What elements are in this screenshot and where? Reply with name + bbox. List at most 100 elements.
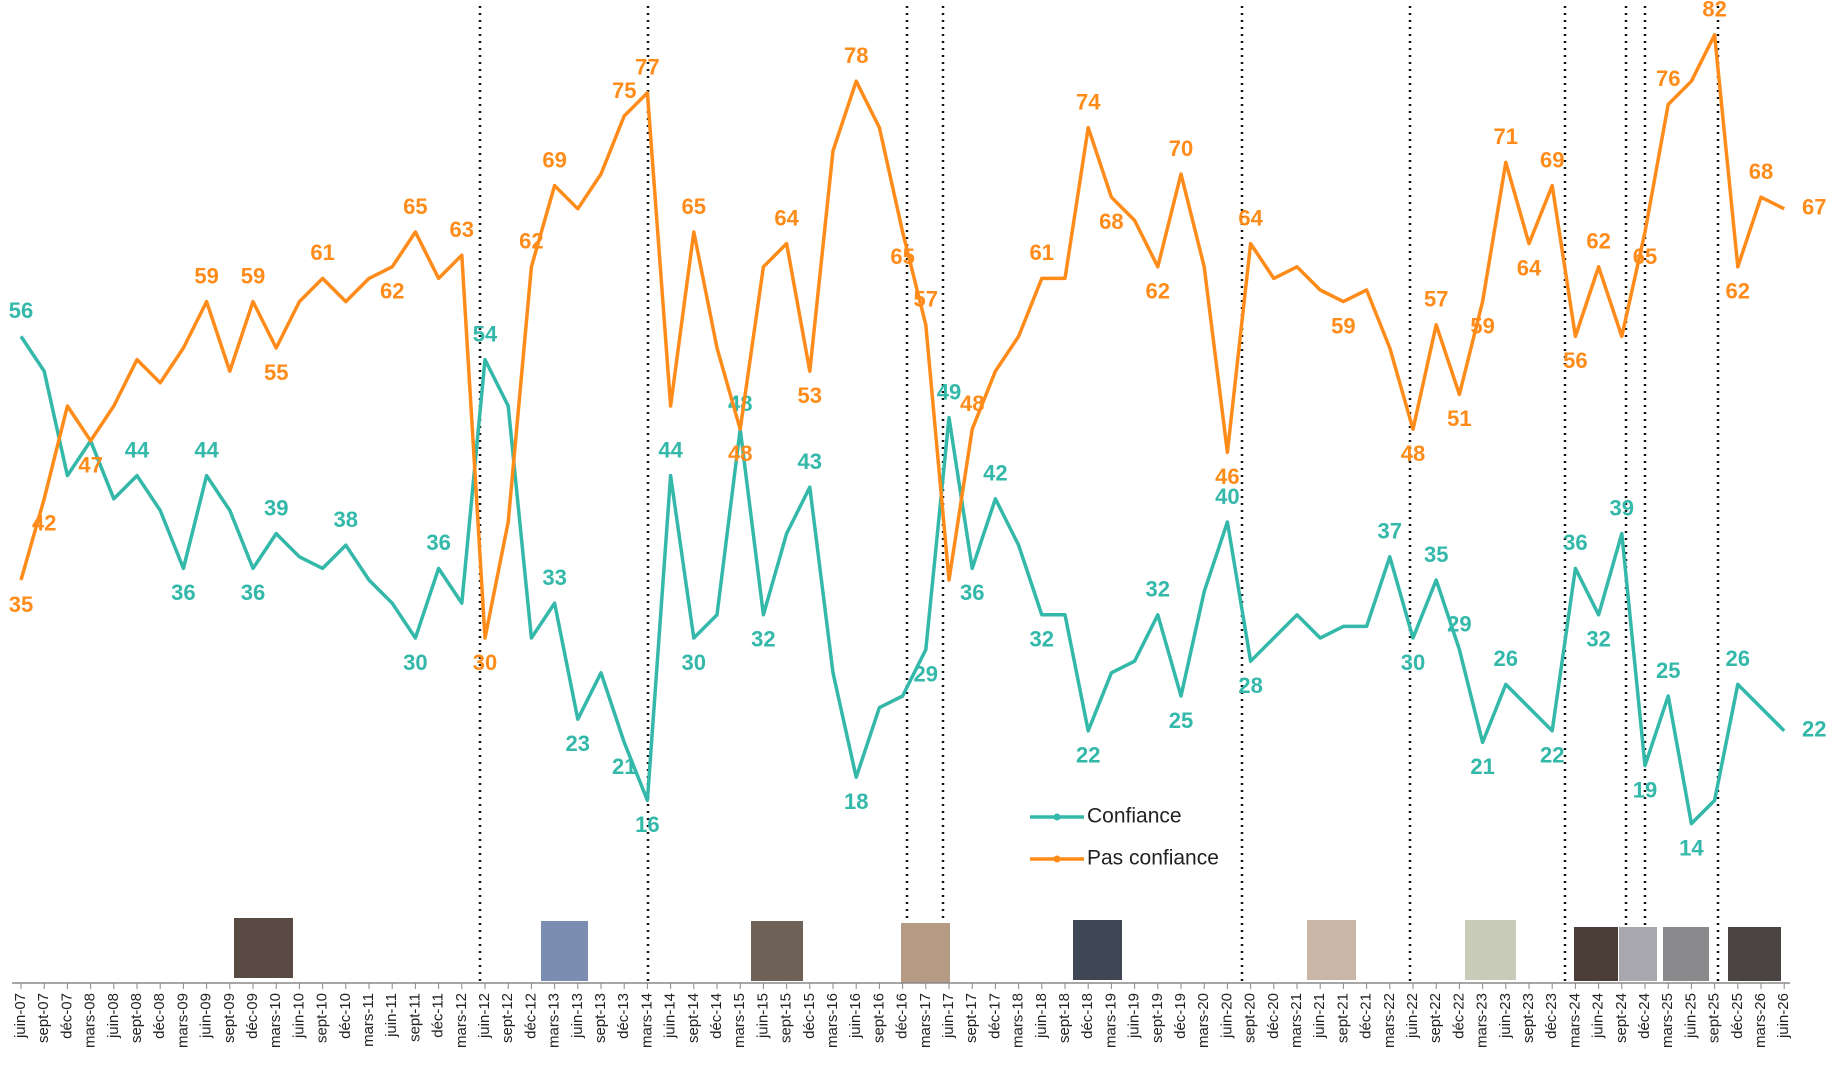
x-tick-label: juin-08: [105, 993, 122, 1039]
data-label: 56: [9, 298, 33, 323]
data-label: 69: [542, 147, 566, 172]
data-label: 59: [1470, 313, 1494, 338]
x-tick-label: déc-11: [430, 993, 447, 1038]
data-label: 46: [1215, 464, 1239, 489]
data-label: 21: [1470, 754, 1494, 779]
x-tick-label: mars-13: [546, 993, 563, 1048]
data-label: 29: [914, 661, 938, 686]
data-label: 61: [1030, 240, 1054, 265]
data-label: 18: [844, 789, 868, 814]
x-tick-label: déc-17: [986, 993, 1003, 1039]
data-label: 35: [9, 592, 33, 617]
chart: juin-07sept-07déc-07mars-08juin-08sept-0…: [0, 0, 1834, 1081]
data-label: 44: [658, 437, 683, 462]
data-label: 78: [844, 43, 868, 68]
x-tick-label: mars-18: [1010, 993, 1027, 1048]
data-label: 62: [519, 229, 543, 254]
data-label: 25: [1169, 708, 1193, 733]
data-label: 55: [264, 360, 288, 385]
data-label: 30: [1401, 650, 1425, 675]
data-label: 64: [1238, 205, 1263, 230]
x-tick-label: déc-08: [151, 993, 168, 1039]
portraits: [234, 918, 1781, 983]
x-tick-label: juin-21: [1311, 993, 1328, 1039]
x-tick-label: mars-10: [267, 993, 284, 1048]
data-label: 65: [890, 244, 914, 269]
data-label: 64: [774, 205, 799, 230]
x-tick-label: juin-12: [476, 993, 493, 1039]
data-label: 61: [310, 240, 334, 265]
x-tick-label: sept-23: [1520, 993, 1537, 1043]
x-tick-label: sept-08: [128, 993, 145, 1043]
data-label: 53: [798, 383, 822, 408]
data-label: 59: [1331, 313, 1355, 338]
data-label: 63: [450, 217, 474, 242]
data-label: 62: [1586, 229, 1610, 254]
data-label: 48: [960, 391, 984, 416]
data-label: 23: [566, 731, 590, 756]
x-tick-label: mars-14: [638, 993, 655, 1048]
legend-marker: [1054, 814, 1061, 821]
x-tick-label: mars-24: [1566, 993, 1583, 1048]
x-tick-label: sept-07: [35, 993, 52, 1043]
data-label: 67: [1802, 195, 1826, 220]
portrait: [541, 921, 588, 981]
data-label: 30: [403, 650, 427, 675]
portrait: [1307, 920, 1356, 980]
x-tick-label: mars-19: [1102, 993, 1119, 1048]
data-label: 76: [1656, 66, 1680, 91]
data-label: 29: [1447, 611, 1471, 636]
portrait: [1728, 927, 1781, 981]
x-tick-label: sept-13: [592, 993, 609, 1043]
data-label: 65: [682, 194, 706, 219]
data-label: 44: [125, 437, 150, 462]
data-label: 19: [1633, 777, 1657, 802]
data-label: 68: [1099, 209, 1123, 234]
x-tick-label: sept-10: [314, 993, 331, 1043]
data-label: 39: [1610, 495, 1634, 520]
x-tick-label: sept-19: [1149, 993, 1166, 1043]
data-label: 36: [241, 580, 265, 605]
data-label: 42: [983, 461, 1007, 486]
data-label: 48: [728, 441, 752, 466]
data-label: 74: [1076, 89, 1101, 114]
data-line: [21, 35, 1784, 638]
data-label: 32: [751, 627, 775, 652]
portrait: [1465, 920, 1516, 980]
data-label: 62: [1726, 279, 1750, 304]
legend-marker: [1054, 856, 1061, 863]
data-label: 71: [1494, 124, 1518, 149]
x-tick-label: juin-09: [198, 993, 215, 1039]
x-tick-label: déc-21: [1358, 993, 1375, 1039]
data-label: 75: [612, 78, 636, 103]
x-tick-label: sept-09: [221, 993, 238, 1043]
data-label: 36: [1563, 530, 1587, 555]
data-label: 32: [1146, 577, 1170, 602]
x-tick-label: déc-24: [1636, 993, 1653, 1039]
data-label: 39: [264, 495, 288, 520]
data-label: 51: [1447, 406, 1471, 431]
data-label: 16: [635, 812, 659, 837]
x-tick-label: mars-17: [917, 993, 934, 1048]
x-tick-label: déc-07: [58, 993, 75, 1039]
data-label: 65: [1633, 244, 1657, 269]
x-tick-label: déc-19: [1172, 993, 1189, 1039]
x-tick-label: mars-16: [824, 993, 841, 1048]
x-tick-label: sept-14: [685, 993, 702, 1043]
data-label: 30: [682, 650, 706, 675]
data-label: 22: [1802, 717, 1826, 742]
x-tick-label: juin-20: [1218, 993, 1235, 1039]
x-tick-label: sept-21: [1334, 993, 1351, 1043]
data-label: 36: [171, 580, 195, 605]
x-tick-label: sept-15: [778, 993, 795, 1043]
data-label: 22: [1540, 743, 1564, 768]
portrait: [234, 918, 293, 978]
x-tick-label: juin-15: [754, 993, 771, 1039]
x-tick-label: mars-09: [174, 993, 191, 1048]
government-separators: [480, 6, 1718, 983]
x-tick-label: déc-16: [894, 993, 911, 1039]
data-label: 64: [1517, 255, 1542, 280]
x-tick-label: juin-07: [12, 993, 29, 1039]
x-tick-label: déc-10: [337, 993, 354, 1039]
portrait: [751, 921, 803, 981]
